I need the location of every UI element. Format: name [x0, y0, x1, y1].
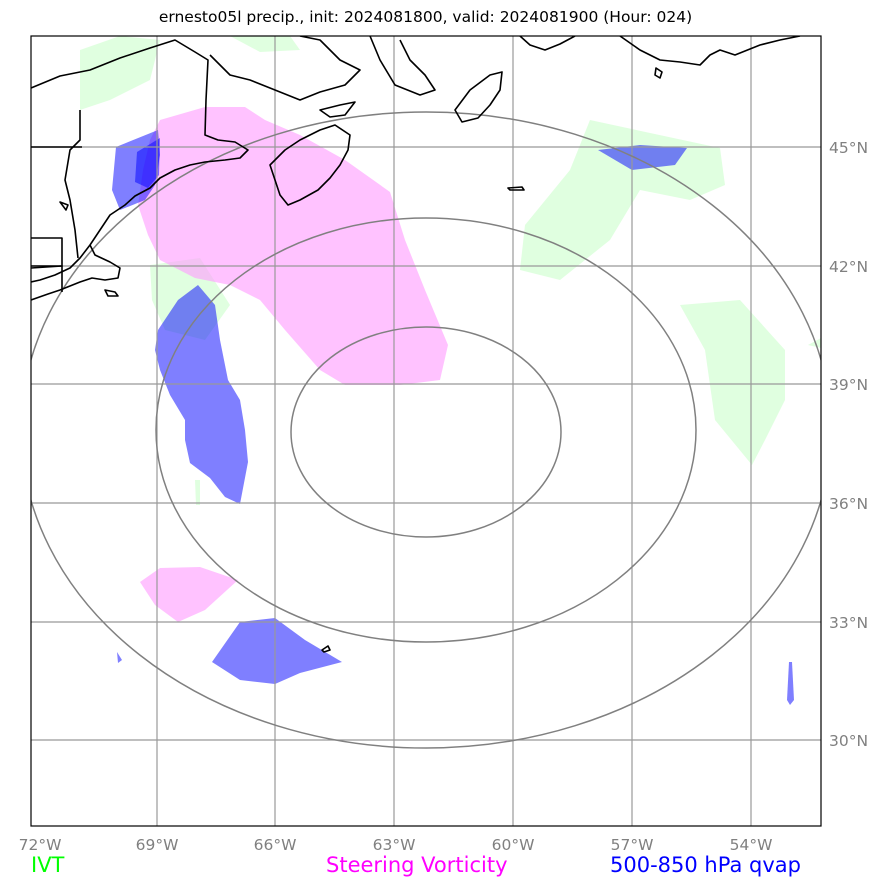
- coastline-gulf: [369, 36, 436, 96]
- coastline-newfoundland-east: [619, 36, 801, 66]
- coastline-island: [654, 67, 663, 79]
- lat-tick-label: 30°N: [829, 732, 868, 750]
- lon-tick-label: 60°W: [492, 836, 535, 854]
- lon-tick-label: 54°W: [730, 836, 773, 854]
- legend-qvap: 500-850 hPa qvap: [610, 853, 801, 877]
- ivt-area: [680, 300, 785, 465]
- lon-tick-label: 69°W: [136, 836, 179, 854]
- ivt-area: [808, 338, 821, 348]
- ivt-area: [520, 120, 725, 280]
- qvap-area: [135, 138, 160, 188]
- field-layers: [80, 36, 821, 705]
- state-boundary: [31, 237, 63, 269]
- coastline-nova-scotia: [269, 124, 351, 206]
- lat-tick-label: 33°N: [829, 614, 868, 632]
- coastline-cape-breton: [454, 71, 503, 123]
- lat-tick-label: 39°N: [829, 376, 868, 394]
- ivt-area: [195, 480, 200, 505]
- range-ring-inner: [290, 326, 562, 538]
- bermuda-island: [321, 645, 331, 653]
- vorticity-area: [140, 567, 238, 622]
- lon-tick-label: 72°W: [19, 836, 62, 854]
- island-maine: [59, 201, 69, 211]
- state-boundary: [31, 265, 63, 292]
- lon-tick-labels: 72°W 69°W 66°W 63°W 60°W 57°W 54°W: [19, 836, 773, 854]
- ivt-area: [80, 36, 160, 110]
- state-boundary: [64, 110, 81, 259]
- lon-tick-label: 63°W: [373, 836, 416, 854]
- lat-tick-label: 45°N: [829, 139, 868, 157]
- coastline-gaspe: [209, 36, 361, 101]
- coastline-newfoundland: [519, 36, 576, 51]
- legend-ivt: IVT: [31, 853, 65, 877]
- ivt-area: [230, 36, 300, 52]
- map-title: ernesto05l precip., init: 2024081800, va…: [158, 8, 693, 26]
- qvap-area: [212, 618, 342, 684]
- qvap-area: [155, 285, 248, 504]
- range-rings: [31, 111, 821, 749]
- sable-island: [507, 186, 525, 191]
- lat-tick-label: 36°N: [829, 495, 868, 513]
- lat-tick-label: 42°N: [829, 258, 868, 276]
- qvap-area: [117, 652, 122, 663]
- coastlines: [31, 36, 801, 653]
- range-ring-middle: [155, 217, 697, 643]
- island-maine: [104, 289, 119, 297]
- plot-frame: [30, 35, 822, 827]
- legend-steering-vorticity: Steering Vorticity: [326, 853, 508, 877]
- qvap-area: [787, 662, 794, 705]
- coastline-pei: [319, 101, 356, 118]
- lat-tick-labels: 45°N 42°N 39°N 36°N 33°N 30°N: [829, 139, 868, 750]
- lon-tick-label: 57°W: [611, 836, 654, 854]
- range-ring-outer: [31, 111, 821, 749]
- lon-tick-label: 66°W: [254, 836, 297, 854]
- coastline-maine: [31, 244, 121, 301]
- coastline-northeast: [31, 39, 249, 283]
